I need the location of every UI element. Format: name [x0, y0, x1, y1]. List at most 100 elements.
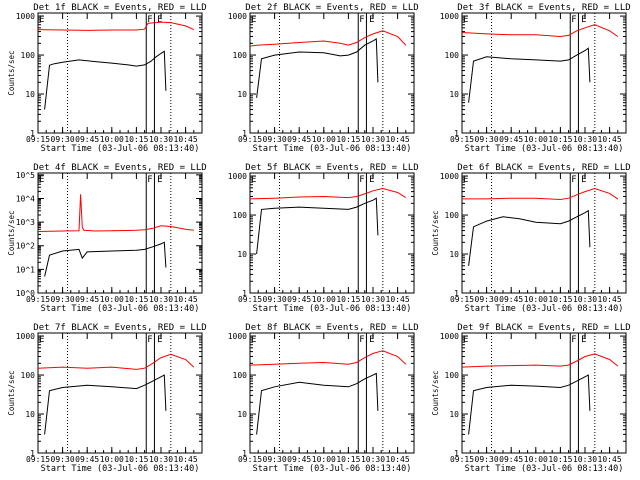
x-tick-label: 10:45: [598, 295, 622, 304]
y-tick-label: 1000: [440, 332, 459, 341]
x-tick-label: 09:45: [75, 295, 99, 304]
flag-label: F: [359, 175, 364, 185]
y-tick-label: 10^3: [16, 218, 35, 227]
flag-label: F: [359, 15, 364, 25]
flag-label: E: [157, 15, 162, 25]
x-tick-label: 10:45: [174, 135, 198, 144]
x-axis-label: Start Time (03-Jul-06 08:13:40): [41, 304, 200, 314]
x-axis-label: Start Time (03-Jul-06 08:13:40): [253, 464, 412, 474]
x-tick-label: 09:45: [75, 455, 99, 464]
flag-label: E: [463, 15, 468, 25]
x-tick-label: 09:15: [26, 135, 50, 144]
x-tick-label: 10:30: [361, 295, 385, 304]
series-lld-line: [37, 194, 194, 232]
x-tick-label: 10:00: [524, 455, 548, 464]
panel-title: Det 3f BLACK = Events, RED = LLD: [457, 3, 630, 13]
x-tick-label: 10:30: [361, 455, 385, 464]
series-lld-line: [461, 24, 619, 38]
x-axis-label: Start Time (03-Jul-06 08:13:40): [465, 304, 624, 314]
x-axis-label: Start Time (03-Jul-06 08:13:40): [41, 144, 200, 154]
plot-frame: [37, 172, 203, 294]
y-tick-label: 10^2: [16, 242, 35, 251]
plot-frame: [249, 172, 415, 294]
x-tick-label: 10:30: [361, 135, 385, 144]
flag-label: E: [463, 335, 468, 345]
panel-5: Det 5f BLACK = Events, RED = LLD 1 10 100 10…: [228, 163, 419, 314]
y-tick-label: 1: [242, 449, 247, 458]
flag-label: E: [251, 15, 256, 25]
flag-label: E: [581, 175, 586, 185]
series-events-line: [256, 38, 379, 98]
x-tick-label: 09:45: [499, 295, 523, 304]
flag-label: E: [39, 15, 44, 25]
panel-4: Det 4f BLACK = Events, RED = LLD 10^0 10^1…: [7, 163, 207, 314]
x-tick-label: 09:15: [26, 455, 50, 464]
x-tick-label: 10:45: [386, 295, 410, 304]
x-tick-label: 09:45: [75, 135, 99, 144]
x-tick-label: 09:30: [475, 295, 499, 304]
x-tick-label: 09:30: [263, 455, 287, 464]
x-tick-label: 10:45: [598, 455, 622, 464]
x-tick-label: 10:15: [336, 455, 360, 464]
y-tick-label: 100: [233, 51, 248, 60]
panel-title: Det 5f BLACK = Events, RED = LLD: [245, 163, 418, 173]
x-tick-label: 10:15: [124, 295, 148, 304]
panel-title: Det 4f BLACK = Events, RED = LLD: [33, 163, 206, 173]
y-axis-label: Counts/sec: [7, 370, 16, 415]
y-axis-label: Counts/sec: [431, 210, 440, 255]
x-tick-label: 10:00: [100, 135, 124, 144]
series-lld-line: [249, 350, 407, 366]
y-tick-label: 1000: [16, 12, 35, 21]
y-tick-label: 100: [445, 51, 460, 60]
y-tick-label: 1000: [228, 172, 247, 181]
x-tick-label: 10:30: [573, 135, 597, 144]
panel-title: Det 8f BLACK = Events, RED = LLD: [245, 323, 418, 333]
panel-2: Det 2f BLACK = Events, RED = LLD 1 10 100 10…: [228, 3, 419, 154]
panel-7: Det 7f BLACK = Events, RED = LLD 1 10 100 10…: [7, 323, 207, 474]
y-tick-label: 1000: [16, 332, 35, 341]
y-tick-label: 1: [30, 449, 35, 458]
flag-label: E: [157, 335, 162, 345]
y-tick-label: 10^5: [16, 171, 35, 180]
series-lld-line: [249, 30, 407, 47]
y-tick-label: 100: [445, 211, 460, 220]
x-tick-label: 10:45: [386, 135, 410, 144]
plot-frame: [249, 12, 415, 134]
plot-frame: [461, 332, 627, 454]
y-tick-label: 1: [30, 129, 35, 138]
y-tick-label: 10: [25, 410, 35, 419]
panel-9: Det 9f BLACK = Events, RED = LLD 1 10 100 10…: [431, 323, 631, 474]
x-axis-label: Start Time (03-Jul-06 08:13:40): [465, 144, 624, 154]
x-tick-label: 09:15: [450, 455, 474, 464]
panel-6: Det 6f BLACK = Events, RED = LLD 1 10 100 10…: [431, 163, 631, 314]
flag-label: F: [571, 335, 576, 345]
x-axis-label: Start Time (03-Jul-06 08:13:40): [41, 464, 200, 474]
y-tick-label: 100: [233, 371, 248, 380]
series-events-line: [468, 47, 591, 103]
y-tick-label: 10: [237, 410, 247, 419]
series-events-line: [468, 209, 591, 266]
x-axis-label: Start Time (03-Jul-06 08:13:40): [253, 304, 412, 314]
series-events-line: [256, 372, 379, 435]
flag-label: E: [581, 15, 586, 25]
x-tick-label: 10:15: [548, 135, 572, 144]
x-tick-label: 09:15: [450, 295, 474, 304]
flag-label: E: [369, 335, 374, 345]
panel-1: Det 1f BLACK = Events, RED = LLD 1 10 100 10…: [7, 3, 207, 154]
x-tick-label: 10:15: [124, 455, 148, 464]
x-tick-label: 10:15: [124, 135, 148, 144]
series-events-line: [44, 374, 167, 435]
x-tick-label: 10:30: [573, 295, 597, 304]
panel-8: Det 8f BLACK = Events, RED = LLD 1 10 100 10…: [228, 323, 419, 474]
y-axis-label: Counts/sec: [7, 50, 16, 95]
y-tick-label: 1: [242, 289, 247, 298]
x-tick-label: 09:15: [450, 135, 474, 144]
x-tick-label: 10:15: [548, 295, 572, 304]
y-tick-label: 1: [454, 449, 459, 458]
plot-frame: [37, 332, 203, 454]
flag-label: E: [251, 175, 256, 185]
y-tick-label: 10^1: [16, 265, 35, 274]
x-tick-label: 09:15: [238, 135, 262, 144]
x-tick-label: 10:15: [336, 135, 360, 144]
